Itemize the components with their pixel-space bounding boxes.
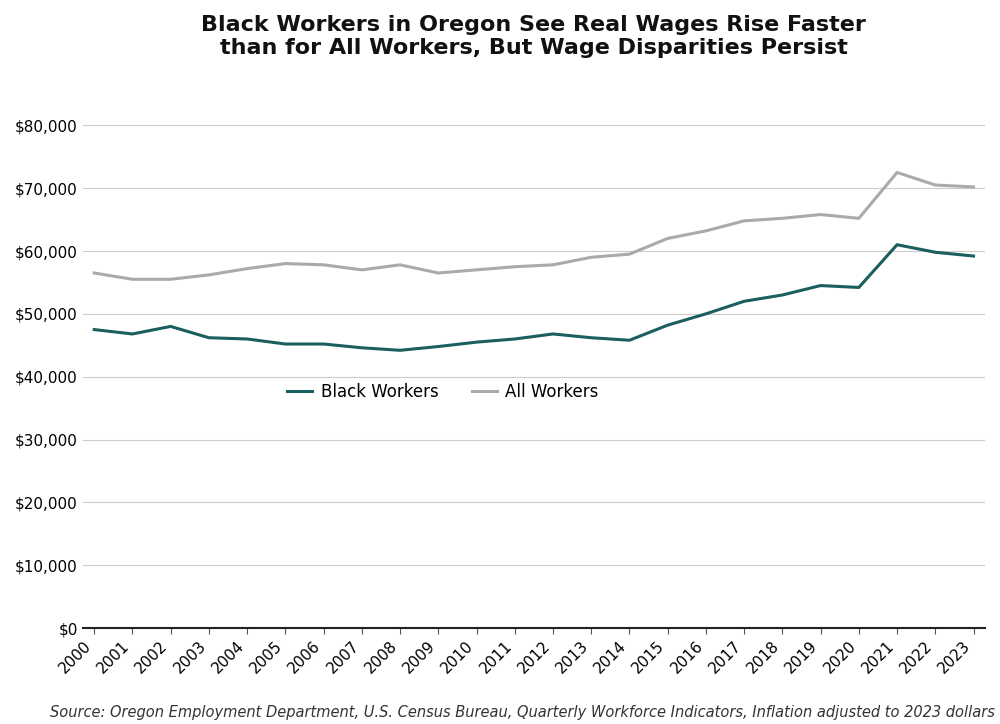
- All Workers: [929, 181, 941, 190]
- Black Workers: [203, 333, 215, 342]
- All Workers: [891, 168, 903, 177]
- All Workers: [815, 210, 827, 219]
- Black Workers: [700, 309, 712, 318]
- Black Workers: [88, 325, 100, 334]
- All Workers: [241, 264, 253, 273]
- Black Workers: [432, 342, 444, 351]
- Black Workers: [471, 338, 483, 347]
- Title: Black Workers in Oregon See Real Wages Rise Faster
than for All Workers, But Wag: Black Workers in Oregon See Real Wages R…: [201, 15, 866, 58]
- Black Workers: [509, 334, 521, 343]
- All Workers: [165, 275, 177, 284]
- Line: Black Workers: Black Workers: [94, 245, 974, 350]
- Black Workers: [815, 281, 827, 290]
- Black Workers: [318, 340, 330, 348]
- All Workers: [394, 261, 406, 269]
- Legend: Black Workers, All Workers: Black Workers, All Workers: [281, 376, 605, 408]
- Black Workers: [165, 322, 177, 331]
- Text: Source: Oregon Employment Department, U.S. Census Bureau, Quarterly Workforce In: Source: Oregon Employment Department, U.…: [50, 705, 995, 720]
- Black Workers: [241, 334, 253, 343]
- Black Workers: [126, 329, 138, 338]
- All Workers: [662, 234, 674, 243]
- All Workers: [700, 227, 712, 235]
- Black Workers: [394, 346, 406, 355]
- All Workers: [853, 214, 865, 223]
- Black Workers: [547, 329, 559, 338]
- Black Workers: [776, 290, 788, 299]
- All Workers: [509, 262, 521, 271]
- Black Workers: [738, 297, 750, 306]
- Black Workers: [585, 333, 597, 342]
- All Workers: [776, 214, 788, 223]
- Black Workers: [623, 336, 635, 345]
- All Workers: [738, 216, 750, 225]
- All Workers: [547, 261, 559, 269]
- Black Workers: [929, 248, 941, 256]
- All Workers: [471, 266, 483, 274]
- All Workers: [88, 269, 100, 277]
- All Workers: [318, 261, 330, 269]
- All Workers: [968, 182, 980, 191]
- Black Workers: [853, 283, 865, 292]
- All Workers: [432, 269, 444, 277]
- All Workers: [279, 259, 291, 268]
- All Workers: [585, 253, 597, 261]
- All Workers: [126, 275, 138, 284]
- Black Workers: [356, 343, 368, 352]
- All Workers: [203, 271, 215, 279]
- Black Workers: [968, 252, 980, 261]
- Black Workers: [279, 340, 291, 348]
- All Workers: [356, 266, 368, 274]
- All Workers: [623, 250, 635, 258]
- Black Workers: [891, 240, 903, 249]
- Line: All Workers: All Workers: [94, 172, 974, 279]
- Black Workers: [662, 321, 674, 329]
